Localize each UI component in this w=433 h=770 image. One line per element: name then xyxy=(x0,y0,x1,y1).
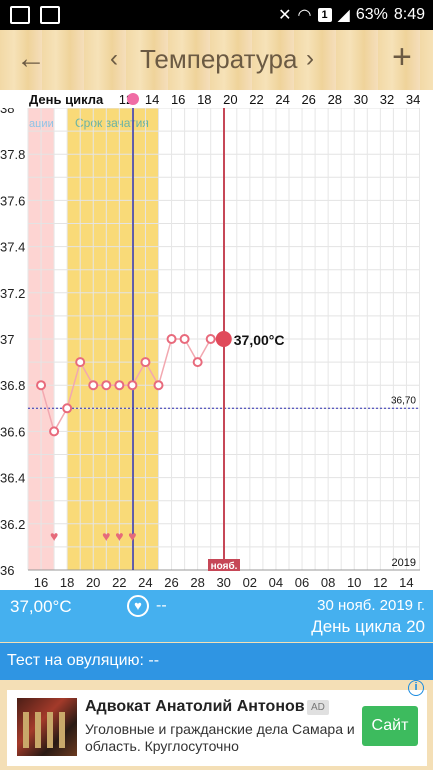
top-tick-label: 20 xyxy=(223,92,237,107)
page-title: Температура xyxy=(140,44,298,74)
temperature-point xyxy=(140,357,151,368)
y-tick-label: 36.6 xyxy=(0,424,25,439)
cycle-day-label: День цикла 20 xyxy=(311,617,425,636)
bottom-tick-label: 28 xyxy=(190,575,204,590)
notification-badge: 1 xyxy=(317,8,332,22)
y-tick-label: 36.8 xyxy=(0,378,25,393)
heart-icon: ♥ xyxy=(127,595,149,617)
y-tick-label: 37.6 xyxy=(0,193,25,208)
ad-card[interactable]: Адвокат Анатолий Антонов AD Уголовные и … xyxy=(7,690,427,766)
heart-icon: ♥ xyxy=(115,528,123,544)
add-icon[interactable]: + xyxy=(392,38,412,76)
temperature-point xyxy=(114,380,125,391)
heart-icon: ♥ xyxy=(50,528,58,544)
bottom-tick-label: 18 xyxy=(60,575,74,590)
top-tick-label: 28 xyxy=(328,92,342,107)
temperature-point xyxy=(205,334,216,344)
y-tick-label: 37.2 xyxy=(0,286,25,301)
bottom-tick-label: 10 xyxy=(347,575,361,590)
temperature-point xyxy=(75,357,86,368)
top-tick-label: 26 xyxy=(301,92,315,107)
heart-icon: ♥ xyxy=(102,528,110,544)
y-tick-label: 37.8 xyxy=(0,147,25,162)
top-tick-label: 24 xyxy=(275,92,289,107)
current-date-badge: нояб. xyxy=(211,560,238,572)
temperature-point xyxy=(62,403,73,414)
y-tick-label: 36 xyxy=(0,563,14,578)
bottom-tick-label: 30 xyxy=(216,575,230,590)
top-axis-background xyxy=(0,90,433,108)
fertile-label: Срок зачатия xyxy=(75,116,149,130)
battery-percent: 63% xyxy=(355,6,388,23)
image-icon xyxy=(10,6,30,24)
ad-site-button[interactable]: Сайт xyxy=(362,706,418,746)
bottom-tick-label: 14 xyxy=(399,575,413,590)
top-tick-label: 22 xyxy=(249,92,263,107)
bottom-tick-label: 26 xyxy=(164,575,178,590)
temperature-point xyxy=(36,380,47,391)
coverline-label: 36,70 xyxy=(391,395,416,406)
bottom-tick-label: 12 xyxy=(373,575,387,590)
mute-icon: ✕ xyxy=(278,7,292,24)
y-tick-label: 36.2 xyxy=(0,517,25,532)
signal-icon: ◢ xyxy=(337,7,350,24)
y-tick-label: 37.4 xyxy=(0,240,25,255)
temperature-point xyxy=(166,334,177,344)
ad-banner: Адвокат Анатолий Антонов AD Уголовные и … xyxy=(0,680,433,770)
wifi-icon: ◠ xyxy=(297,7,312,24)
ad-description: Уголовные и гражданские дела Самара и об… xyxy=(85,721,355,754)
bottom-tick-label: 04 xyxy=(269,575,283,590)
bottom-tick-label: 08 xyxy=(321,575,335,590)
current-temperature-point xyxy=(215,331,232,347)
temperature-point xyxy=(179,334,190,344)
current-temperature-label: 37,00°C xyxy=(234,332,285,348)
top-tick-label: 34 xyxy=(406,92,420,107)
temperature-point xyxy=(127,380,138,391)
y-tick-label: 36.4 xyxy=(0,471,25,486)
status-bar: ✕ ◠ 1 ◢ 63% 8:49 xyxy=(0,0,433,30)
bottom-tick-label: 16 xyxy=(34,575,48,590)
top-tick-label: 30 xyxy=(354,92,368,107)
back-arrow-icon[interactable]: ← xyxy=(16,42,46,75)
bottom-tick-label: 20 xyxy=(86,575,100,590)
ad-badge: AD xyxy=(307,700,329,715)
y-tick-label: 37 xyxy=(0,332,14,347)
temperature-chart[interactable]: ацииСрок зачатия3837.837.637.437.23736.8… xyxy=(0,90,433,590)
bottom-tick-label: 22 xyxy=(112,575,126,590)
current-date-badge-bg xyxy=(208,559,240,571)
year-label: 2019 xyxy=(392,557,416,569)
ovulation-marker-icon xyxy=(127,93,139,105)
selected-temperature: 37,00°C xyxy=(10,597,72,616)
heart-value: -- xyxy=(156,597,167,614)
heart-icon: ♥ xyxy=(128,528,136,544)
temperature-point xyxy=(153,380,164,391)
temperature-point xyxy=(192,357,203,368)
top-tick-label: 32 xyxy=(380,92,394,107)
image-icon xyxy=(40,6,60,24)
selected-date: 30 нояб. 2019 г. xyxy=(317,597,425,614)
bottom-tick-label: 24 xyxy=(138,575,152,590)
bottom-tick-label: 02 xyxy=(243,575,257,590)
temperature-point xyxy=(88,380,99,391)
previous-chevron-icon[interactable]: ‹ xyxy=(110,45,118,72)
top-tick-label: 16 xyxy=(171,92,185,107)
bottom-tick-label: 06 xyxy=(295,575,309,590)
temperature-point xyxy=(49,426,60,437)
ovulation-test-label: Тест на овуляцию: -- xyxy=(7,652,160,669)
top-axis-title: День цикла xyxy=(29,92,104,107)
next-chevron-icon[interactable]: › xyxy=(306,45,314,72)
ovulation-test-row[interactable]: Тест на овуляцию: -- xyxy=(0,643,433,680)
ad-info-icon[interactable]: i xyxy=(408,680,424,696)
ad-title[interactable]: Адвокат Анатолий Антонов xyxy=(85,698,305,715)
top-bar: ← ‹ Температура › + xyxy=(0,30,433,90)
top-tick-label: 14 xyxy=(145,92,159,107)
temperature-point xyxy=(101,380,112,391)
ad-thumbnail[interactable] xyxy=(17,698,77,756)
selected-day-info[interactable]: 37,00°C ♥ -- 30 нояб. 2019 г. День цикла… xyxy=(0,590,433,642)
status-time: 8:49 xyxy=(393,6,425,23)
top-tick-label: 18 xyxy=(197,92,211,107)
